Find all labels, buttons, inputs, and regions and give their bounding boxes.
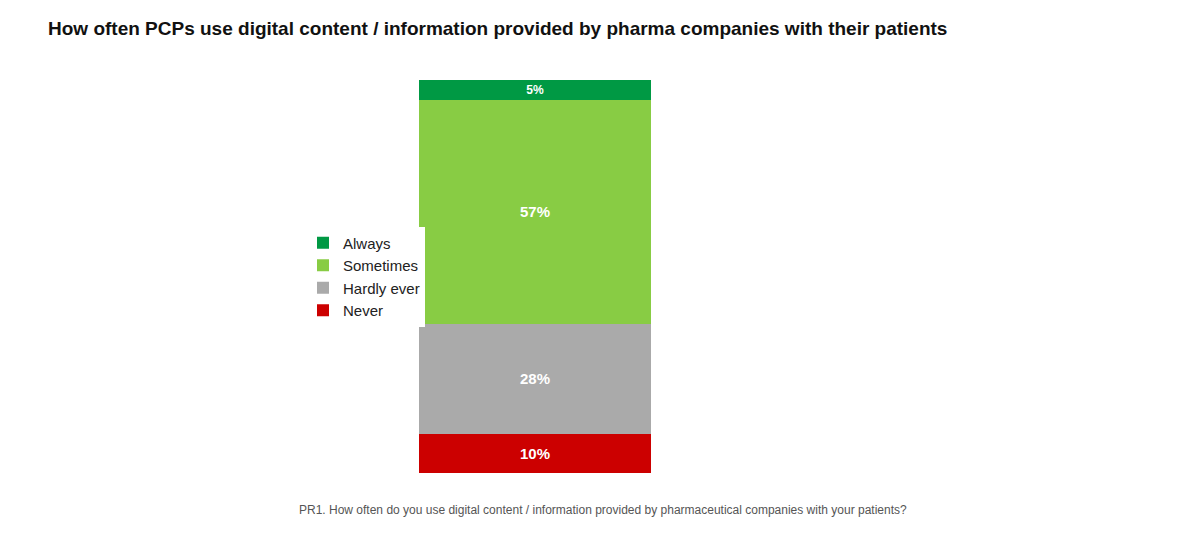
svg-text:Sometimes: Sometimes (343, 257, 418, 274)
svg-text:How often PCPs use digital con: How often PCPs use digital content / inf… (48, 18, 947, 39)
svg-text:PR1. How often do you use digi: PR1. How often do you use digital conten… (299, 503, 907, 517)
svg-text:57%: 57% (520, 203, 550, 220)
svg-text:10%: 10% (520, 445, 550, 462)
svg-text:28%: 28% (520, 370, 550, 387)
svg-text:Hardly ever: Hardly ever (343, 280, 420, 297)
svg-text:5%: 5% (526, 83, 544, 97)
svg-text:Never: Never (343, 302, 383, 319)
svg-text:Always: Always (343, 235, 391, 252)
